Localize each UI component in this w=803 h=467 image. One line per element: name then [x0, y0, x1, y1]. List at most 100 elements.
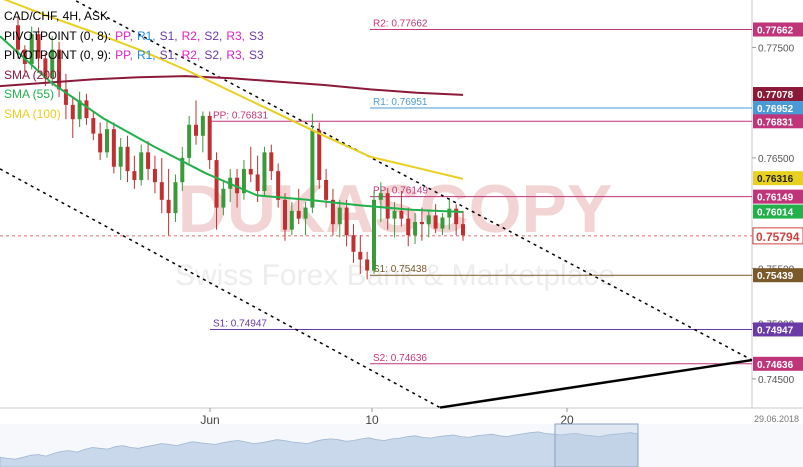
time-tick-label: Jun [200, 413, 219, 427]
ma-line-2 [0, 35, 464, 213]
price-badge-text-sma200: 0.77078 [757, 90, 794, 101]
candle-body [310, 130, 315, 208]
candle-body [283, 199, 287, 230]
candle-body [91, 118, 96, 134]
candle-body [351, 235, 356, 252]
candle-body [317, 130, 322, 180]
candle-body [365, 259, 370, 271]
candle-body [269, 152, 274, 172]
candle-body [139, 152, 144, 180]
level-label-s1b: S1: 0.74947 [213, 318, 267, 329]
time-tick-label: 10 [365, 413, 379, 427]
price-badge-text-sma55: 0.76014 [757, 208, 794, 219]
candle-body [324, 179, 329, 200]
price-badge-text-sma100: 0.76316 [757, 174, 794, 185]
level-label-pp: PP: 0.76831 [213, 110, 268, 121]
candle-body [235, 177, 240, 194]
price-tick-label: 0.74500 [758, 375, 795, 386]
candle-body [29, 34, 34, 64]
level-label-r2: R2: 0.77662 [373, 18, 428, 29]
price-badge-r1 [753, 101, 803, 116]
candle-body [50, 49, 55, 79]
navigator-volume-area [0, 431, 639, 467]
price-badge-sma100 [753, 171, 803, 186]
candle-body [214, 160, 219, 208]
price-badge-text-s1b: 0.74947 [757, 325, 794, 336]
candle-body [413, 221, 418, 236]
ma-line-0 [0, 75, 464, 96]
candle-body [440, 217, 445, 229]
candle-body [159, 182, 164, 200]
candle-body [221, 188, 226, 208]
candle-body [105, 129, 109, 153]
candle-body [146, 152, 151, 169]
price-badge-text-pp2: 0.76149 [757, 193, 794, 204]
date-label: 29.06.2018 [754, 414, 799, 424]
level-label-r1: R1: 0.76951 [373, 97, 428, 108]
candle-body [111, 129, 116, 167]
candle-body [399, 210, 404, 219]
candle-body [358, 251, 363, 260]
price-badge-text-s1: 0.75439 [757, 271, 794, 282]
price-badge-text-s2: 0.74636 [757, 360, 794, 371]
candle-body [57, 49, 62, 90]
level-label-s2: S2: 0.74636 [373, 353, 427, 364]
candle-body [255, 174, 260, 192]
price-badge-pp2 [753, 189, 803, 204]
candle-body [84, 100, 89, 119]
price-badge-text-r1: 0.76952 [757, 104, 794, 115]
candle-body [433, 215, 438, 229]
candle-body [296, 210, 301, 219]
candle-body [276, 171, 281, 200]
candle-body [200, 115, 205, 136]
candle-body [372, 199, 376, 271]
candle-body [152, 168, 157, 183]
candle-body [194, 124, 198, 136]
candle-body [378, 193, 383, 200]
channel-upper-line [72, 0, 753, 361]
price-badge-s1b [753, 322, 803, 337]
candle-body [303, 207, 308, 219]
candle-body [43, 58, 48, 79]
current-price-badge-text: 0.75794 [756, 230, 800, 244]
trend-channel [0, 0, 753, 409]
price-tick-label: 0.76500 [758, 154, 795, 165]
candle-body [70, 104, 75, 120]
candles [16, 16, 465, 280]
pivot-levels: R2: 0.77662 R1: 0.76951 PP: 0.76831 PP: 0.7… [0, 18, 752, 365]
candle-body [118, 146, 123, 167]
level-label-s1: S1: 0.75438 [373, 264, 427, 275]
candle-body [77, 100, 82, 120]
candle-body [330, 199, 335, 225]
candle-body [447, 208, 452, 218]
price-badge-text-r2: 0.77662 [757, 25, 794, 36]
price-tick-label: 0.77500 [758, 43, 795, 54]
candle-body [262, 152, 267, 192]
candle-body [207, 115, 212, 161]
candle-body [166, 199, 171, 214]
candle-body [22, 49, 27, 64]
price-badge-sma55 [753, 204, 803, 219]
price-badge-sma200 [753, 87, 803, 102]
candle-body [419, 221, 424, 225]
candle-body [289, 210, 294, 230]
candle-body [125, 146, 130, 172]
candle-body [180, 157, 185, 183]
candle-body [98, 133, 103, 153]
candle-body [406, 218, 411, 236]
price-badge-r2 [753, 22, 803, 37]
navigator-window [554, 423, 639, 467]
candle-body [248, 168, 253, 175]
candle-body [173, 182, 178, 214]
candle-body [426, 215, 431, 225]
candle-body [241, 168, 246, 194]
candle-body [187, 124, 192, 158]
candle-body [344, 207, 349, 236]
candle-body [16, 25, 20, 50]
current-price-badge [752, 227, 803, 245]
volume-navigator[interactable] [0, 423, 803, 467]
price-badge-s2 [753, 356, 803, 371]
price-badge-s1 [753, 268, 803, 283]
